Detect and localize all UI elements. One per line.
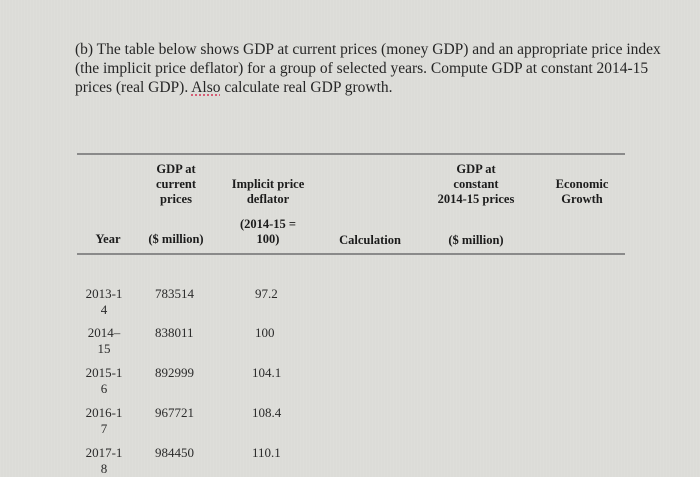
- deflator-cell: 104.1: [252, 365, 282, 380]
- deflator-cell: 108.4: [252, 405, 282, 420]
- header-gdp-constant-unit: ($ million): [448, 233, 504, 247]
- deflator-cell: 97.2: [255, 286, 278, 301]
- year-part-b: 15: [97, 341, 111, 356]
- header-gdp-current-l2: current: [155, 177, 197, 191]
- year-part-b: 4: [100, 302, 108, 317]
- header-growth: Economic Growth: [546, 177, 618, 207]
- header-calculation: Calculation: [339, 233, 401, 247]
- header-deflator-base-l1: (2014-15 =: [239, 217, 297, 231]
- year-part-b: 8: [100, 461, 108, 476]
- header-gdp-current-l3: prices: [160, 192, 192, 206]
- year-part-a: 2013-1: [85, 286, 123, 301]
- spellcheck-underlined-word: Also: [191, 79, 221, 96]
- table-header-rule: [77, 253, 625, 255]
- header-deflator-base: (2014-15 = 100): [222, 217, 314, 247]
- year-part-a: 2016-1: [85, 405, 123, 420]
- year-cell: 2013-1 4: [84, 286, 124, 318]
- year-cell: 2015-1 6: [84, 365, 124, 397]
- gdp-current-cell: 838011: [155, 325, 194, 340]
- year-cell: 2016-1 7: [84, 405, 124, 437]
- header-gdp-constant-l3: 2014-15 prices: [437, 192, 515, 206]
- header-gdp-constant: GDP at constant 2014-15 prices: [426, 162, 526, 207]
- header-deflator-base-l2: 100): [256, 232, 280, 246]
- gdp-current-cell: 783514: [155, 286, 194, 301]
- header-gdp-constant-l1: GDP at: [456, 162, 496, 176]
- header-growth-l2: Growth: [561, 192, 603, 206]
- question-suffix: calculate real GDP growth.: [220, 79, 393, 96]
- header-deflator: Implicit price deflator: [222, 177, 314, 207]
- gdp-current-cell: 984450: [155, 445, 194, 460]
- deflator-cell: 110.1: [252, 445, 281, 460]
- header-gdp-current-unit: ($ million): [148, 232, 204, 246]
- year-part-b: 7: [100, 421, 108, 436]
- header-growth-l1: Economic: [555, 177, 609, 191]
- question-prefix: (b) The table below shows GDP at current…: [75, 41, 661, 96]
- header-gdp-current: GDP at current prices: [140, 162, 212, 207]
- gdp-current-cell: 967721: [155, 405, 194, 420]
- header-year: Year: [95, 232, 121, 246]
- year-part-a: 2015-1: [85, 365, 123, 380]
- header-deflator-l1: Implicit price: [231, 177, 305, 191]
- gdp-current-cell: 892999: [155, 365, 194, 380]
- table-top-rule: [77, 153, 625, 155]
- question-text: (b) The table below shows GDP at current…: [75, 40, 665, 97]
- year-part-a: 2017-1: [85, 445, 123, 460]
- year-part-b: 6: [100, 381, 108, 396]
- year-cell: 2017-1 8: [84, 445, 124, 477]
- year-part-a: 2014–: [87, 325, 121, 340]
- header-deflator-l2: deflator: [246, 192, 290, 206]
- year-cell: 2014– 15: [84, 325, 124, 357]
- deflator-cell: 100: [255, 325, 275, 340]
- header-gdp-current-l1: GDP at: [156, 162, 196, 176]
- header-gdp-constant-l2: constant: [453, 177, 499, 191]
